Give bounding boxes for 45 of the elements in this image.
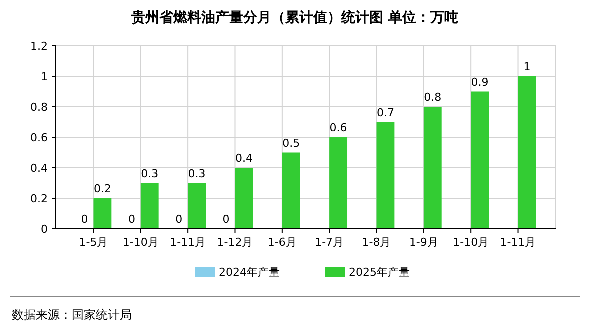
data-label: 0.3	[188, 167, 206, 180]
chart-title: 贵州省燃料油产量分月（累计值）统计图 单位：万吨	[130, 9, 458, 26]
data-label: 0	[222, 213, 230, 226]
data-label: 0.7	[376, 106, 394, 120]
x-tick-label: 1-10月	[453, 236, 490, 249]
legend-label: 2025年产量	[349, 266, 410, 279]
bar	[140, 183, 159, 229]
x-tick-label: 1-9月	[409, 236, 438, 249]
y-tick-label: 1.2	[30, 40, 48, 53]
y-tick-label: 0.2	[30, 192, 48, 206]
data-label: 0	[128, 213, 136, 226]
data-label: 0.6	[330, 122, 348, 134]
y-tick-label: 0.8	[30, 101, 48, 114]
data-label: 0.8	[424, 91, 442, 104]
bar	[424, 107, 442, 229]
data-label: 0.4	[235, 152, 253, 165]
x-tick-label: 1-11月	[500, 236, 536, 249]
data-label: 1	[524, 60, 531, 74]
data-label: 0.5	[282, 136, 300, 150]
bar	[235, 168, 254, 229]
y-tick-label: 1	[41, 70, 48, 84]
y-tick-label: 0.4	[30, 162, 48, 175]
y-tick-label: 0.6	[30, 132, 48, 144]
x-tick-label: 1-10月	[122, 236, 159, 249]
bar	[330, 138, 348, 229]
data-label: 0.3	[141, 167, 159, 180]
bar	[282, 152, 300, 229]
bar	[94, 198, 112, 229]
x-tick-label: 1-6月	[268, 236, 297, 249]
source-note: 数据来源：国家统计局	[12, 308, 132, 322]
bar	[471, 92, 490, 229]
data-label: 0	[176, 213, 183, 226]
bar	[376, 122, 395, 229]
x-tick-label: 1-11月	[170, 236, 206, 249]
data-label: 0.2	[94, 182, 112, 196]
x-tick-label: 1-7月	[315, 236, 344, 249]
x-tick-label: 1-12月	[217, 236, 254, 249]
bar	[518, 76, 536, 229]
legend-label: 2024年产量	[219, 266, 280, 279]
bar	[188, 183, 206, 229]
data-label: 0.9	[471, 76, 489, 89]
data-label: 0	[81, 213, 88, 226]
x-tick-label: 1-5月	[79, 236, 108, 249]
y-tick-label: 0	[41, 223, 48, 236]
x-tick-label: 1-8月	[362, 236, 392, 249]
